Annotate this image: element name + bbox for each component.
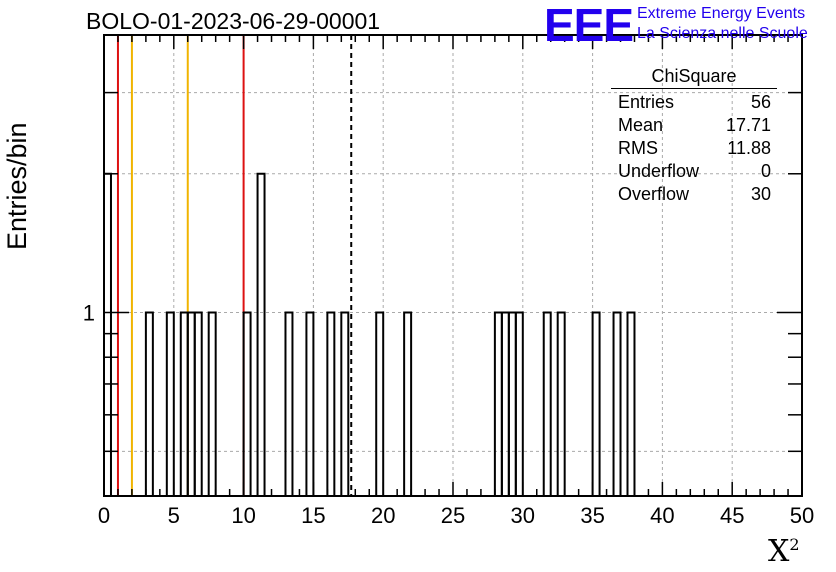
- stats-row: Entries 56: [611, 91, 771, 114]
- histogram-bin: [612, 311, 622, 496]
- x-tick-label: 30: [511, 503, 535, 528]
- stats-row: RMS 11.88: [611, 137, 771, 160]
- stats-value: 11.88: [727, 138, 771, 158]
- stats-label: RMS: [618, 138, 658, 158]
- histogram-bin: [165, 311, 175, 496]
- stats-value: 17.71: [725, 115, 771, 135]
- histogram-bin: [591, 311, 601, 496]
- y-tick-label: 1: [83, 301, 95, 326]
- stats-value: 30: [750, 184, 771, 204]
- histogram-bin: [340, 311, 350, 496]
- histogram-bars: [103, 172, 636, 496]
- stats-value: 56: [750, 92, 771, 112]
- x-tick-label: 10: [231, 503, 255, 528]
- histogram-bin: [193, 311, 203, 496]
- histogram-bin: [493, 311, 503, 496]
- logo-mark: EEE: [544, 0, 634, 51]
- stats-box: ChiSquare Entries 56 Mean 17.71 RMS 11.8…: [611, 66, 777, 206]
- x-tick-label: 25: [441, 503, 465, 528]
- stats-label: Overflow: [618, 184, 690, 204]
- logo-line1: Extreme Energy Events: [637, 5, 806, 22]
- histogram-bin: [326, 311, 336, 496]
- histogram-bin: [256, 172, 266, 496]
- stats-title: ChiSquare: [611, 66, 777, 89]
- histogram-bin: [514, 311, 524, 496]
- chart-title: BOLO-01-2023-06-29-00001: [86, 8, 381, 34]
- x-tick-label: 35: [580, 503, 604, 528]
- histogram-bin: [542, 311, 552, 496]
- histogram-bin: [507, 311, 517, 496]
- stats-row: Mean 17.71: [611, 114, 771, 137]
- histogram-bin: [284, 311, 294, 496]
- stats-row: Overflow 30: [611, 183, 771, 206]
- histogram-bin: [144, 311, 154, 496]
- histogram-bin: [179, 311, 189, 496]
- eee-logo: EEE Extreme Energy Events La Scienza nel…: [544, 0, 834, 51]
- stats-label: Entries: [618, 92, 675, 112]
- histogram-bin: [375, 311, 385, 496]
- x-tick-label: 45: [720, 503, 744, 528]
- histogram-bin: [186, 311, 196, 496]
- stats-label: Underflow: [618, 161, 700, 181]
- axis-ticks: 0 5 10 15 20 25 30 35 40 45 50 1: [83, 35, 814, 528]
- histogram-bin: [103, 172, 112, 496]
- histogram-bin: [242, 311, 252, 496]
- histogram-bin: [626, 311, 636, 496]
- x-tick-label: 5: [168, 503, 180, 528]
- histogram-bin: [403, 311, 413, 496]
- x-tick-label: 20: [371, 503, 395, 528]
- x-tick-label: 15: [301, 503, 325, 528]
- x-tick-label: 0: [98, 503, 110, 528]
- histogram-bin: [556, 311, 566, 496]
- histogram-bin: [305, 311, 315, 496]
- y-axis-label: Entries/bin: [2, 122, 32, 250]
- x-tick-label: 40: [650, 503, 674, 528]
- logo-line2: La Scienza nelle Scuole: [637, 25, 808, 42]
- stats-value: 0: [760, 161, 771, 181]
- stats-label: Mean: [618, 115, 664, 135]
- x-tick-label: 50: [790, 503, 814, 528]
- stats-row: Underflow 0: [611, 160, 771, 183]
- histogram-bin: [207, 311, 217, 496]
- x-axis-label: X2: [768, 534, 800, 569]
- histogram-bin: [500, 311, 510, 496]
